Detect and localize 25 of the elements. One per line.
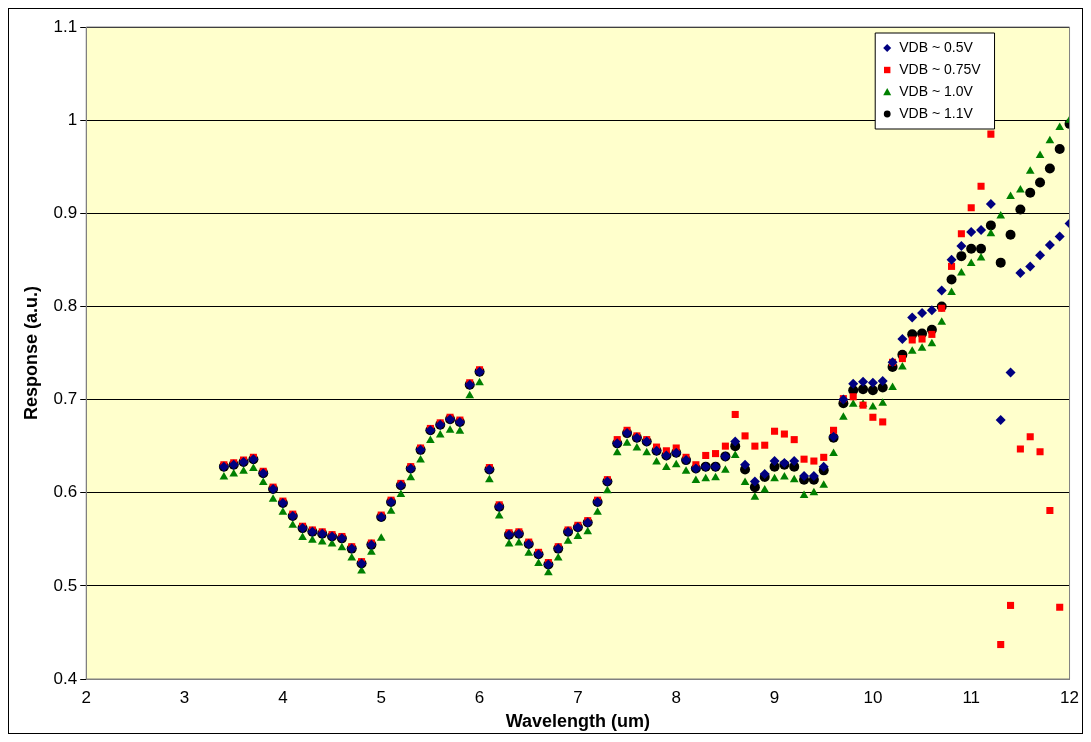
legend-label: VDB ~ 1.0V — [899, 82, 974, 99]
y-tick-label: 0.7 — [53, 389, 78, 409]
y-tick-label: 0.4 — [53, 668, 78, 688]
x-tick-label: 7 — [573, 687, 583, 707]
x-axis-title: Wavelength (um) — [505, 711, 651, 732]
x-tick-label: 4 — [278, 687, 288, 707]
legend-label: VDB ~ 1.1V — [899, 104, 974, 121]
y-tick-label: 0.9 — [53, 202, 78, 222]
x-tick-label: 9 — [769, 687, 780, 707]
legend-label: VDB ~ 0.5V — [899, 38, 974, 55]
y-axis-title: Response (a.u.) — [20, 285, 41, 421]
x-tick-label: 12 — [1060, 687, 1080, 707]
y-tick-label: 0.8 — [53, 296, 78, 316]
y-tick-label: 1 — [67, 109, 78, 129]
x-tick-label: 2 — [81, 687, 91, 707]
y-tick-label: 1.1 — [53, 16, 78, 36]
x-tick-label: 5 — [376, 687, 386, 707]
x-tick-label: 11 — [962, 687, 981, 707]
legend-label: VDB ~ 0.75V — [899, 60, 982, 77]
x-tick-label: 6 — [474, 687, 485, 707]
y-tick-label: 0.5 — [53, 575, 78, 595]
y-tick-label: 0.6 — [53, 482, 78, 502]
x-tick-label: 3 — [179, 687, 190, 707]
x-tick-label: 10 — [863, 687, 883, 707]
x-tick-label: 8 — [671, 687, 681, 707]
